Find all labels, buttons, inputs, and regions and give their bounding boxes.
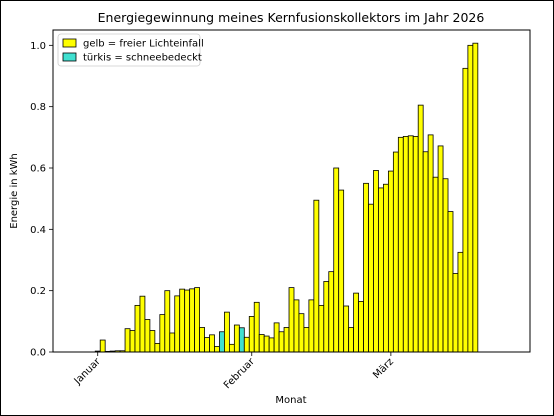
bar: [253, 301, 260, 353]
bar: [228, 343, 235, 353]
bar: [263, 335, 270, 353]
bar: [303, 327, 310, 353]
legend: gelb = freier Lichteinfall türkis = schn…: [57, 33, 204, 67]
bar: [194, 287, 200, 353]
bar: [278, 331, 285, 353]
bar: [472, 42, 479, 353]
bar: [343, 305, 350, 353]
bar: [452, 273, 459, 353]
y-axis: 0.0 0.2 0.4 0.6 0.8 1.0: [30, 41, 53, 359]
y-tick-label: 0.0: [30, 348, 46, 359]
bar: [134, 304, 141, 353]
bar: [144, 319, 151, 353]
bar: [353, 292, 359, 353]
bar: [99, 339, 106, 353]
bar: [214, 346, 220, 353]
bar: [457, 251, 464, 353]
bar: [313, 199, 320, 353]
bar: [318, 304, 325, 353]
bar: [268, 337, 275, 353]
x-tick-label: März: [371, 356, 396, 381]
bar: [387, 170, 394, 353]
bar: [437, 145, 444, 353]
bar: [383, 183, 389, 353]
bar: [407, 135, 414, 353]
bar: [392, 151, 399, 353]
bar: [417, 104, 424, 353]
bar-snow: [238, 327, 245, 353]
bar: [204, 337, 210, 353]
bar: [169, 332, 176, 353]
bar: [189, 288, 196, 353]
bar-snow: [219, 331, 225, 353]
x-tick-label: Januar: [72, 356, 104, 388]
bar: [159, 314, 166, 353]
bar: [422, 151, 429, 353]
bar: [243, 336, 250, 353]
bar: [308, 299, 315, 353]
legend-label-free: gelb = freier Lichteinfall: [83, 39, 204, 50]
bar: [283, 327, 290, 353]
y-tick-label: 0.4: [30, 225, 46, 236]
bar: [224, 311, 230, 353]
bar: [397, 136, 404, 353]
y-tick-label: 0.6: [30, 164, 46, 175]
bar: [427, 134, 434, 353]
bar: [124, 328, 131, 353]
bar: [258, 334, 265, 353]
bar: [298, 313, 305, 353]
bar: [129, 330, 136, 353]
y-tick-label: 0.8: [30, 102, 46, 113]
legend-label-snow: türkis = schneebedeckt: [83, 53, 202, 64]
y-tick-label: 1.0: [30, 41, 46, 52]
bar: [348, 327, 355, 353]
bar: [149, 330, 156, 353]
x-tick-label: Februar: [222, 356, 258, 392]
bar: [199, 327, 205, 353]
bar: [363, 182, 369, 353]
bar: [368, 203, 374, 353]
chart-title: Energiegewinnung meines Kernfusionskolle…: [98, 10, 485, 25]
bar: [184, 289, 191, 353]
bar: [209, 334, 215, 353]
y-axis-label: Energie in kWh: [9, 153, 20, 229]
y-tick-label: 0.2: [30, 286, 46, 297]
bar: [154, 343, 161, 353]
bar: [288, 287, 295, 353]
x-axis-label: Monat: [275, 395, 306, 406]
bar: [174, 295, 181, 353]
bar: [323, 281, 330, 353]
bar: [139, 295, 146, 353]
bars: [94, 42, 479, 353]
bar: [328, 271, 335, 353]
legend-frame: [57, 33, 201, 67]
bar: [338, 189, 345, 353]
bar: [179, 288, 186, 353]
legend-swatch-snow: [62, 52, 77, 62]
bar: [358, 300, 364, 353]
bar: [373, 170, 379, 353]
bar: [333, 167, 340, 353]
bar: [293, 299, 300, 353]
bar: [467, 44, 474, 353]
bar: [442, 178, 449, 353]
bar: [248, 316, 255, 353]
bar: [412, 136, 419, 353]
bar: [447, 211, 454, 353]
bar: [233, 324, 240, 353]
x-axis: Januar Februar März: [72, 352, 396, 391]
bar: [462, 67, 469, 353]
bar: [432, 176, 439, 353]
bar: [164, 290, 171, 353]
bar: [402, 136, 409, 353]
plot-area: [52, 29, 531, 353]
legend-swatch-free: [62, 38, 77, 48]
bar: [273, 322, 280, 353]
bar: [378, 187, 384, 353]
